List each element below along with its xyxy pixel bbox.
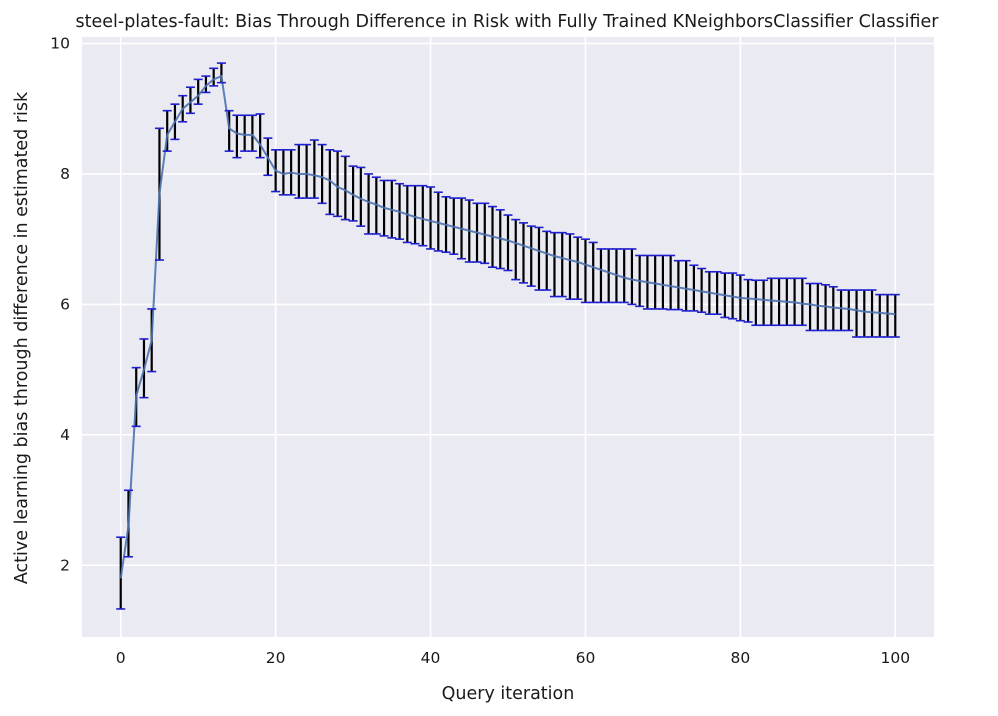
x-tick-label: 60: [576, 649, 596, 667]
x-tick-label: 20: [266, 649, 286, 667]
y-tick-label: 6: [60, 295, 70, 313]
y-tick-label: 10: [50, 35, 70, 53]
x-tick-label: 40: [421, 649, 441, 667]
plot-area: [82, 37, 934, 637]
chart-title: steel-plates-fault: Bias Through Differe…: [76, 12, 940, 32]
x-tick-labels: 0 20 40 60 80 100: [116, 649, 910, 667]
y-tick-label: 2: [60, 556, 70, 574]
y-tick-label: 4: [60, 426, 70, 444]
series-line: [119, 74, 896, 579]
y-tick-labels: 2 4 6 8 10: [50, 35, 70, 575]
x-axis-label: Query iteration: [442, 684, 575, 704]
error-caps: [116, 62, 900, 610]
x-tick-label: 0: [116, 649, 126, 667]
x-tick-label: 80: [730, 649, 750, 667]
x-tick-label: 100: [880, 649, 910, 667]
y-axis-label: Active learning bias through difference …: [12, 91, 32, 584]
y-tick-label: 8: [60, 165, 70, 183]
